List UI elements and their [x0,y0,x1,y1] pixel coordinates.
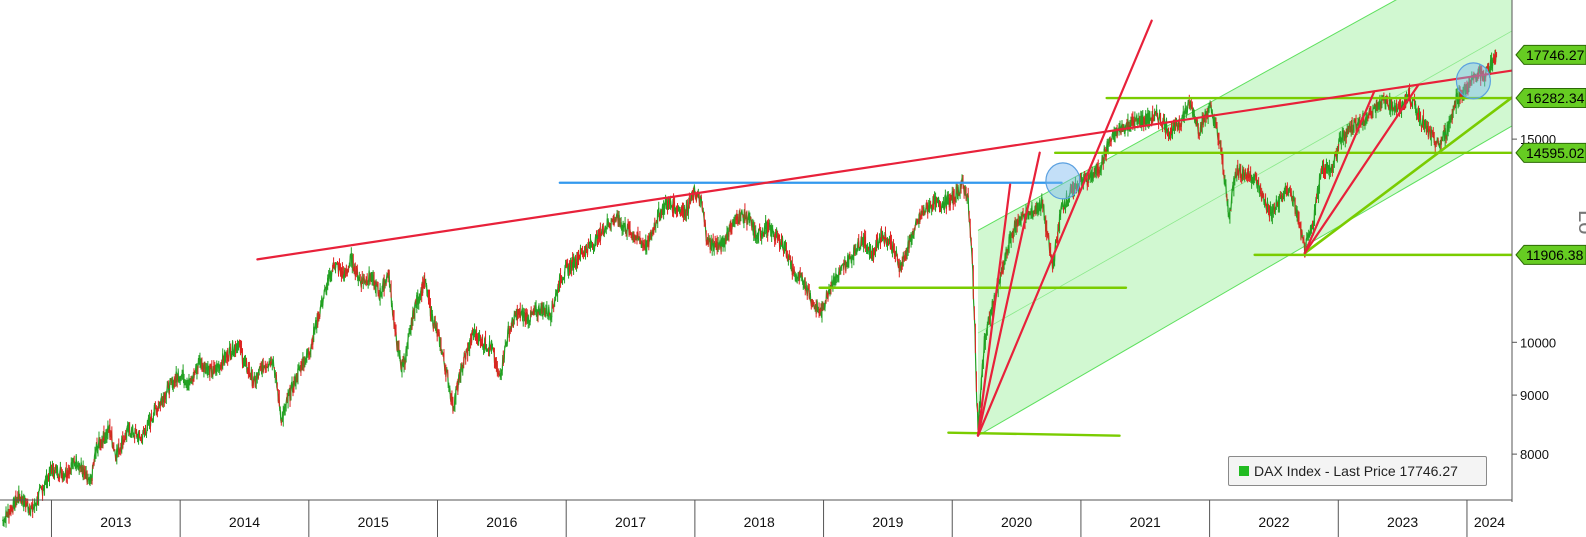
green-trend-line [1303,96,1512,255]
x-tick-label: 2022 [1258,514,1289,530]
red-fan-line [976,151,1041,437]
legend-label: DAX Index - Last Price 17746.27 [1254,463,1458,479]
price-tag-label: 14595.02 [1526,145,1585,161]
y-tick-label: 10000 [1520,335,1556,350]
x-tick-label: 2020 [1001,514,1032,530]
chart-legend: DAX Index - Last Price 17746.27 [1228,456,1487,486]
red-fan-line [1303,90,1376,255]
price-tag [1515,44,1586,65]
channel-lower-edge [977,125,1512,437]
price-series-dax [2,49,1498,528]
price-tag [1515,142,1586,163]
log-scale-label: Lo [1574,210,1586,235]
price-tag-label: 16282.34 [1526,90,1585,106]
price-tags: 17746.27 16282.34 14595.02 11906.38 [1515,44,1586,265]
x-tick-label: 2016 [486,514,517,530]
x-tick-label: 2019 [872,514,903,530]
x-tick-label: 2014 [229,514,260,530]
price-tag-label: 11906.38 [1526,247,1584,263]
trendline-overlays [256,19,1512,437]
price-tag [1515,88,1586,109]
x-tick-label: 2013 [100,514,131,530]
channel-mid-line [977,30,1512,334]
highlight-circle [1045,162,1081,200]
price-tag [1515,244,1586,265]
red-resistance-line [256,69,1512,261]
y-tick-label: 8000 [1520,447,1549,462]
red-fan-line [976,183,1012,437]
y-tick-label: 9000 [1520,388,1549,403]
red-fan-line [976,19,1153,437]
x-tick-label: 2018 [744,514,775,530]
legend-swatch [1239,466,1249,476]
x-tick-label: 2021 [1130,514,1161,530]
red-fan-line [1303,84,1420,255]
channel-upper-edge [977,0,1397,231]
x-tick-label: 2023 [1387,514,1418,530]
x-tick-label: 2017 [615,514,646,530]
support-line [947,431,1121,437]
x-tick-label: 2015 [358,514,389,530]
regression-channel [977,0,1512,437]
price-tag-label: 17746.27 [1526,47,1585,63]
highlight-circle [1455,62,1491,100]
channel-fill [978,0,1512,436]
x-tick-label: 2024 [1474,514,1505,530]
